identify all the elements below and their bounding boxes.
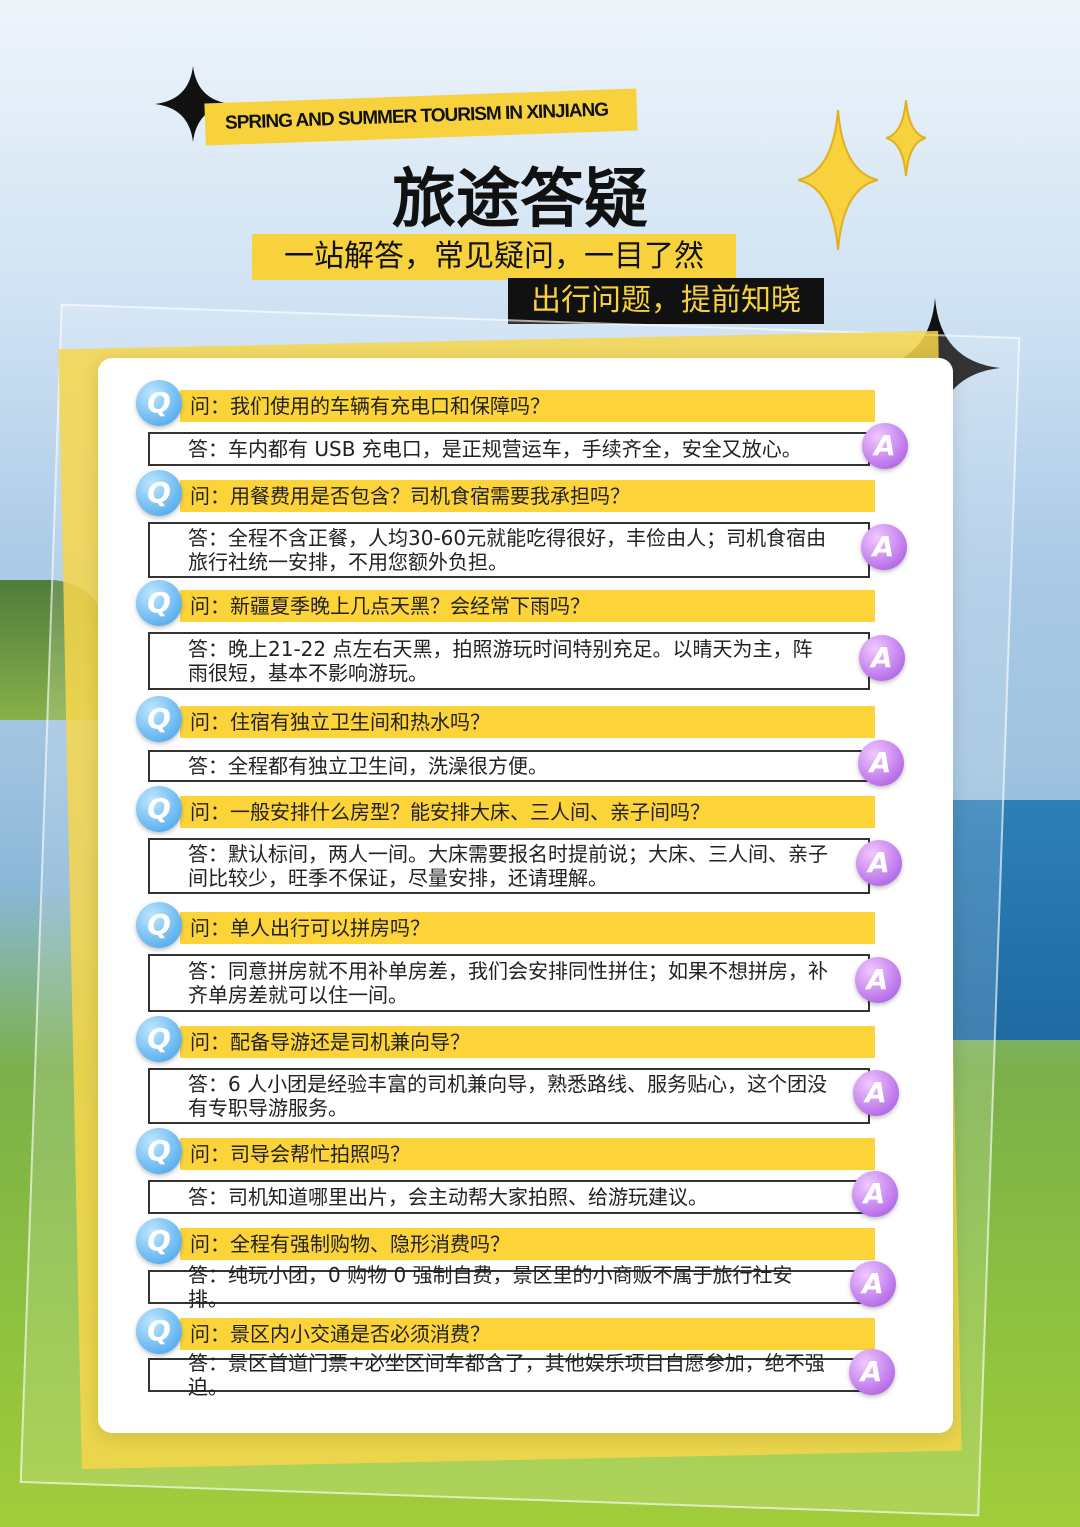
lake-background [940,800,1080,1040]
answer-box: 答：晚上21-22 点左右天黑，拍照游玩时间特别充足。以晴天为主，阵雨很短，基本… [148,632,870,690]
answer-text: 答：司机知道哪里出片，会主动帮大家拍照、给游玩建议。 [188,1185,708,1209]
answer-bubble-icon: A [850,1261,896,1307]
answer-text: 答：同意拼房就不用补单房差，我们会安排同性拼住；如果不想拼房，补齐单房差就可以住… [188,959,828,1007]
answer-box: 答：同意拼房就不用补单房差，我们会安排同性拼住；如果不想拼房，补齐单房差就可以住… [148,954,870,1012]
question-bubble-icon: Q [136,786,182,832]
answer-text: 答：车内都有 USB 充电口，是正规营运车，手续齐全，安全又放心。 [188,437,802,461]
question-text: 问：住宿有独立卫生间和热水吗？ [180,706,875,738]
answer-box: 答：6 人小团是经验丰富的司机兼向导，熟悉路线、服务贴心，这个团没有专职导游服务… [148,1068,870,1124]
answer-bubble-icon: A [856,840,902,886]
answer-bubble-icon: A [857,740,904,786]
question-bubble-icon: Q [136,380,182,426]
question-text: 问：一般安排什么房型？能安排大床、三人间、亲子间吗？ [180,796,875,828]
answer-text: 答：默认标间，两人一间。大床需要报名时提前说；大床、三人间、亲子间比较少，旺季不… [188,842,828,890]
answer-box: 答：车内都有 USB 充电口，是正规营运车，手续齐全，安全又放心。 [148,432,870,466]
question-bubble-icon: Q [136,580,182,626]
answer-text: 答：全程都有独立卫生间，洗澡很方便。 [188,754,548,778]
answer-text: 答：纯玩小团，0 购物 0 强制自费，景区里的小商贩不属于旅行社安排。 [188,1263,793,1311]
page-title: 旅途答疑 [392,163,648,237]
answer-box: 答：全程都有独立卫生间，洗澡很方便。 [148,750,870,782]
yellow-sparkle-icon [798,110,878,250]
answer-text: 答：晚上21-22 点左右天黑，拍照游玩时间特别充足。以晴天为主，阵雨很短，基本… [188,637,813,685]
answer-box: 答：景区首道门票+必坐区间车都含了，其他娱乐项目自愿参加，绝不强迫。 [148,1351,870,1399]
answer-bubble-icon: A [848,1349,895,1395]
question-text: 问：全程有强制购物、隐形消费吗？ [180,1228,875,1260]
question-text: 问：我们使用的车辆有充电口和保障吗？ [180,390,875,422]
question-bubble-icon: Q [136,1308,182,1354]
answer-text: 答：6 人小团是经验丰富的司机兼向导，熟悉路线、服务贴心，这个团没有专职导游服务… [188,1072,828,1120]
question-text: 问：新疆夏季晚上几点天黑？会经常下雨吗？ [180,590,875,622]
black-sparkle-icon [155,66,231,142]
answer-bubble-icon: A [853,1070,899,1116]
question-text: 问：单人出行可以拼房吗？ [180,912,875,944]
yellow-sparkle-icon [886,100,926,176]
tagline-yellow: 一站解答，常见疑问，一目了然 [252,234,736,280]
answer-text: 答：景区首道门票+必坐区间车都含了，其他娱乐项目自愿参加，绝不强迫。 [188,1351,825,1399]
tagline-black: 出行问题，提前知晓 [508,278,824,324]
english-subtitle: SPRING AND SUMMER TOURISM IN XINJIANG [204,88,638,146]
answer-box: 答：全程不含正餐，人均30-60元就能吃得很好，丰俭由人；司机食宿由旅行社统一安… [148,522,870,578]
question-text: 问：司导会帮忙拍照吗？ [180,1138,875,1170]
answer-text: 答：全程不含正餐，人均30-60元就能吃得很好，丰俭由人；司机食宿由旅行社统一安… [188,526,827,574]
answer-bubble-icon: A [854,957,901,1003]
answer-bubble-icon: A [862,423,908,469]
question-text: 问：用餐费用是否包含？司机食宿需要我承担吗？ [180,480,875,512]
question-bubble-icon: Q [136,1016,182,1062]
answer-box: 答：纯玩小团，0 购物 0 强制自费，景区里的小商贩不属于旅行社安排。 [148,1263,870,1311]
question-bubble-icon: Q [136,470,182,516]
answer-box: 答：默认标间，两人一间。大床需要报名时提前说；大床、三人间、亲子间比较少，旺季不… [148,838,870,894]
answer-bubble-icon: A [860,524,907,570]
answer-box: 答：司机知道哪里出片，会主动帮大家拍照、给游玩建议。 [148,1180,870,1214]
question-bubble-icon: Q [136,696,182,742]
answer-bubble-icon: A [859,635,905,681]
question-bubble-icon: Q [136,1128,182,1174]
question-bubble-icon: Q [136,1218,182,1264]
answer-bubble-icon: A [851,1171,898,1217]
question-text: 问：景区内小交通是否必须消费？ [180,1318,875,1350]
question-text: 问：配备导游还是司机兼向导？ [180,1026,875,1058]
question-bubble-icon: Q [136,902,182,948]
